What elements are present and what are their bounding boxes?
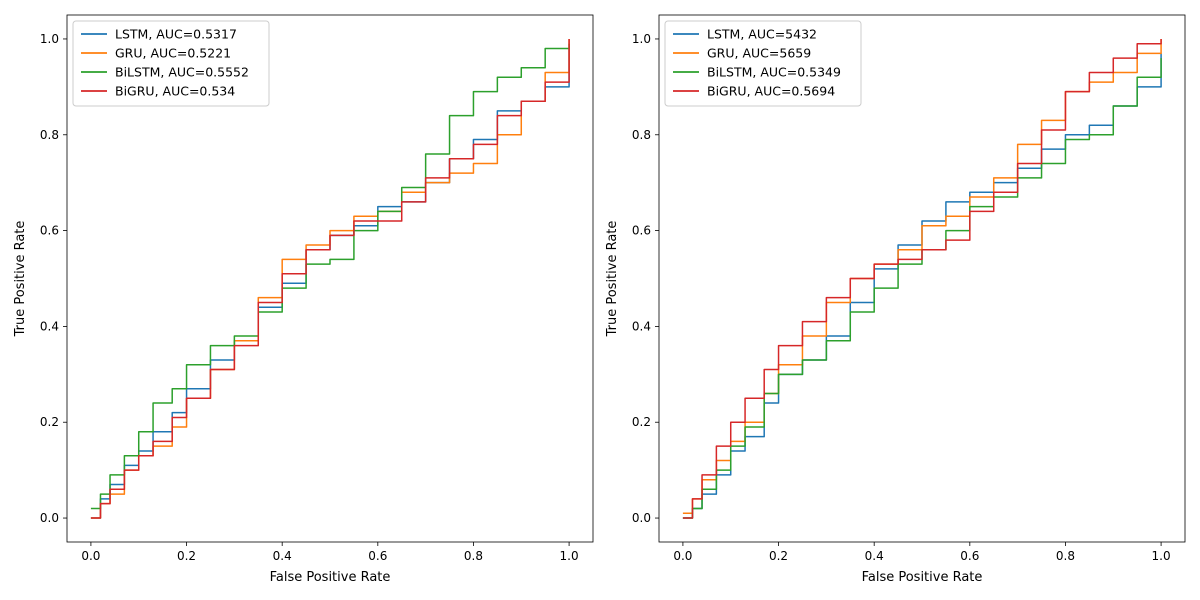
series-line-bigru xyxy=(682,38,1162,519)
y-axis-title: True Positive Rate xyxy=(13,221,28,338)
x-tick-label: 0.4 xyxy=(273,549,292,563)
x-tick-label: 0.4 xyxy=(865,549,884,563)
y-tick-label: 0.6 xyxy=(40,224,59,238)
x-tick-label: 0.8 xyxy=(1056,549,1075,563)
x-tick-label: 0.2 xyxy=(769,549,788,563)
x-tick-label: 0.8 xyxy=(464,549,483,563)
legend-label: BiLSTM, AUC=0.5552 xyxy=(115,65,249,80)
x-tick-label: 0.6 xyxy=(368,549,387,563)
x-tick-label: 0.2 xyxy=(177,549,196,563)
x-axis-title: False Positive Rate xyxy=(862,570,983,585)
y-tick-label: 0.6 xyxy=(632,224,651,238)
roc-chart-left: 0.0 0.2 0.4 0.6 0.8 1.0 0.0 0.2 0.4 0.6 0.8 1.0 Fals… xyxy=(13,14,594,585)
y-tick-label: 0.8 xyxy=(632,128,651,142)
roc-chart-right: 0.0 0.2 0.4 0.6 0.8 1.0 0.0 0.2 0.4 0.6 0.8 1.0 Fals… xyxy=(605,14,1186,585)
x-tick-label: 0.0 xyxy=(673,549,692,563)
legend-label: BiLSTM, AUC=0.5349 xyxy=(707,65,841,80)
legend-label: LSTM, AUC=5432 xyxy=(707,27,817,42)
legend: LSTM, AUC=0.5317 GRU, AUC=0.5221 BiLSTM, A… xyxy=(72,20,270,107)
y-tick-label: 0.2 xyxy=(632,415,651,429)
x-tick-label: 1.0 xyxy=(560,549,579,563)
x-tick-label: 0.0 xyxy=(81,549,100,563)
y-tick-label: 0.8 xyxy=(40,128,59,142)
series-line-bigru xyxy=(90,38,570,519)
legend-box xyxy=(72,20,270,107)
y-tick-label: 0.0 xyxy=(40,511,59,525)
legend-box xyxy=(664,20,862,107)
plot-frame xyxy=(66,14,594,543)
y-tick-label: 0.2 xyxy=(40,415,59,429)
y-tick-label: 0.4 xyxy=(40,319,59,333)
x-tick-label: 0.6 xyxy=(960,549,979,563)
legend-label: LSTM, AUC=0.5317 xyxy=(115,27,237,42)
y-tick-label: 0.4 xyxy=(632,319,651,333)
series-line-bilstm xyxy=(682,58,1162,519)
series-line-bilstm xyxy=(90,43,570,510)
legend-label: BiGRU, AUC=0.5694 xyxy=(707,84,835,99)
x-tick-label: 1.0 xyxy=(1152,549,1171,563)
y-tick-label: 1.0 xyxy=(632,32,651,46)
y-axis-title: True Positive Rate xyxy=(605,221,620,338)
plot-frame xyxy=(658,14,1186,543)
legend-label: GRU, AUC=5659 xyxy=(707,46,811,61)
x-axis-title: False Positive Rate xyxy=(270,570,391,585)
y-tick-label: 0.0 xyxy=(632,511,651,525)
legend-label: BiGRU, AUC=0.534 xyxy=(115,84,235,99)
legend: LSTM, AUC=5432 GRU, AUC=5659 BiLSTM, AUC=0… xyxy=(664,20,862,107)
legend-label: GRU, AUC=0.5221 xyxy=(115,46,231,61)
y-tick-label: 1.0 xyxy=(40,32,59,46)
